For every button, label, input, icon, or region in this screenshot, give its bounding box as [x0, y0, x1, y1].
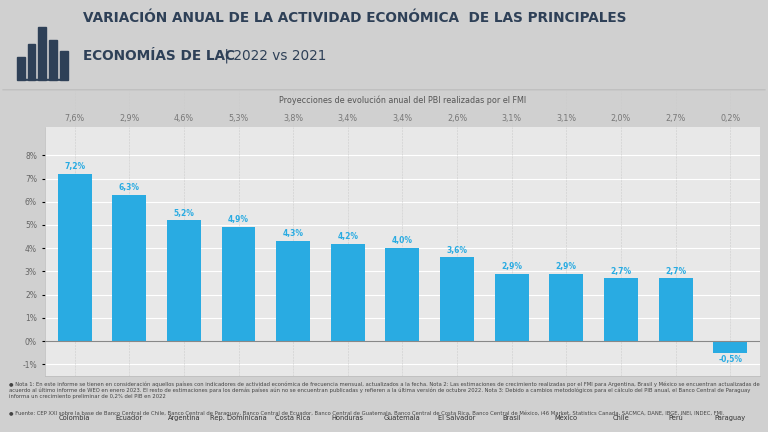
- Text: 5,2%: 5,2%: [174, 209, 194, 218]
- Text: ● Fuente: CEP XXI sobre la base de Banco Central de Chile, Banco Central de Para: ● Fuente: CEP XXI sobre la base de Banco…: [9, 411, 724, 416]
- Text: 4,9%: 4,9%: [228, 216, 249, 225]
- Text: 3,4%: 3,4%: [338, 114, 358, 123]
- Text: ● Nota 1: En este informe se tienen en consideración aquellos países con indicad: ● Nota 1: En este informe se tienen en c…: [9, 381, 760, 399]
- Bar: [495, 274, 528, 341]
- Bar: [167, 220, 200, 341]
- Bar: [17, 57, 25, 80]
- Bar: [60, 51, 68, 80]
- Text: 2,7%: 2,7%: [611, 267, 631, 276]
- Text: | 2022 vs 2021: | 2022 vs 2021: [220, 49, 326, 64]
- Text: 4,0%: 4,0%: [392, 236, 413, 245]
- Text: 7,6%: 7,6%: [65, 114, 84, 123]
- Bar: [28, 44, 35, 80]
- Text: 2,0%: 2,0%: [611, 114, 631, 123]
- Text: 3,1%: 3,1%: [502, 114, 521, 123]
- Text: 2,9%: 2,9%: [119, 114, 140, 123]
- Text: 3,4%: 3,4%: [392, 114, 412, 123]
- Bar: [222, 227, 256, 341]
- Text: 7,2%: 7,2%: [64, 162, 85, 171]
- Bar: [440, 257, 474, 341]
- Text: 6,3%: 6,3%: [119, 183, 140, 192]
- Text: 3,8%: 3,8%: [283, 114, 303, 123]
- Bar: [276, 241, 310, 341]
- Text: 2,7%: 2,7%: [665, 267, 686, 276]
- Text: VARIACIÓN ANUAL DE LA ACTIVIDAD ECONÓMICA  DE LAS PRINCIPALES: VARIACIÓN ANUAL DE LA ACTIVIDAD ECONÓMIC…: [83, 11, 627, 25]
- Bar: [38, 27, 46, 80]
- Text: ECONOMÍAS DE LAC: ECONOMÍAS DE LAC: [83, 49, 235, 63]
- Text: 4,3%: 4,3%: [283, 229, 303, 238]
- Text: 0,2%: 0,2%: [720, 114, 740, 123]
- Text: 2,9%: 2,9%: [502, 262, 522, 271]
- Bar: [112, 195, 146, 341]
- Bar: [386, 248, 419, 341]
- Bar: [604, 278, 638, 341]
- Text: 5,3%: 5,3%: [228, 114, 249, 123]
- Text: 3,1%: 3,1%: [556, 114, 577, 123]
- Bar: [713, 341, 747, 353]
- Text: 2,7%: 2,7%: [665, 114, 686, 123]
- Bar: [659, 278, 693, 341]
- Text: 2,9%: 2,9%: [556, 262, 577, 271]
- Text: 3,6%: 3,6%: [446, 246, 468, 254]
- Text: -0,5%: -0,5%: [718, 356, 742, 365]
- Text: 2,6%: 2,6%: [447, 114, 467, 123]
- Bar: [549, 274, 583, 341]
- Text: 4,2%: 4,2%: [337, 232, 359, 241]
- Bar: [331, 244, 365, 341]
- Text: Proyecciones de evolución anual del PBI realizadas por el FMI: Proyecciones de evolución anual del PBI …: [279, 95, 526, 105]
- Bar: [58, 174, 91, 341]
- Text: 4,6%: 4,6%: [174, 114, 194, 123]
- Bar: [49, 40, 57, 80]
